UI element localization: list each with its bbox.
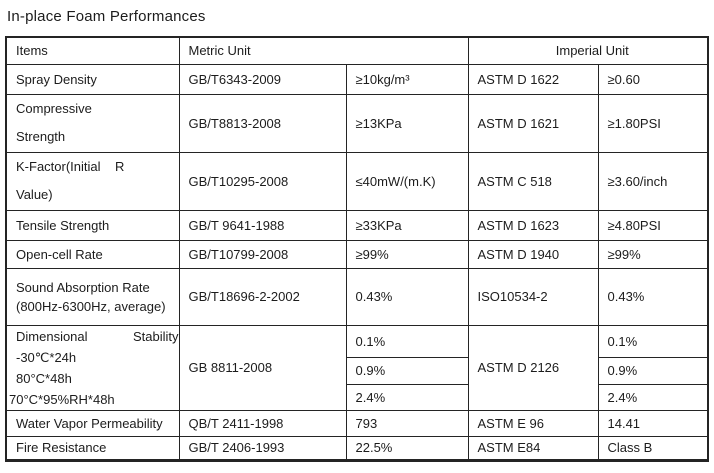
table-row: Water Vapor Permeability QB/T 2411-1998 … <box>5 409 709 437</box>
open-cell-rate-metric-value: ≥99% <box>345 239 469 269</box>
table-row: Dimensional Stability -30℃*24h 80°C*48h … <box>5 324 709 411</box>
table-row: K-Factor(Initial R Value) GB/T10295-2008… <box>5 151 709 211</box>
water-vapor-metric-value: 793 <box>345 409 469 437</box>
compressive-strength-metric-standard: GB/T8813-2008 <box>178 93 347 153</box>
foam-performance-table: Items Metric Unit Imperial Unit Spray De… <box>5 36 709 462</box>
tensile-strength-imperial-standard: ASTM D 1623 <box>467 209 599 241</box>
dimensional-imperial-value-3: 2.4% <box>597 383 709 411</box>
sound-absorption-metric-value: 0.43% <box>345 267 469 326</box>
page-title: In-place Foam Performances <box>7 8 206 25</box>
dimensional-stability-item: Dimensional Stability -30℃*24h 80°C*48h … <box>5 324 180 411</box>
dimensional-condition-2: 80°C*48h <box>16 370 72 386</box>
open-cell-rate-metric-standard: GB/T10799-2008 <box>178 239 347 269</box>
header-metric-unit: Metric Unit <box>178 36 469 65</box>
sound-absorption-imperial-standard: ISO10534-2 <box>467 267 599 326</box>
compressive-strength-metric-value: ≥13KPa <box>345 93 469 153</box>
water-vapor-imperial-standard: ASTM E 96 <box>467 409 599 437</box>
table-row: Spray Density GB/T6343-2009 ≥10kg/m³ AST… <box>5 63 709 95</box>
open-cell-rate-imperial-value: ≥99% <box>597 239 709 269</box>
compressive-strength-imperial-standard: ASTM D 1621 <box>467 93 599 153</box>
k-factor-metric-value: ≤40mW/(m.K) <box>345 151 469 211</box>
fire-resistance-imperial-value: Class B <box>597 435 709 461</box>
fire-resistance-item: Fire Resistance <box>5 435 180 461</box>
spray-density-imperial-standard: ASTM D 1622 <box>467 63 599 95</box>
spray-density-imperial-value: ≥0.60 <box>597 63 709 95</box>
water-vapor-item: Water Vapor Permeability <box>5 409 180 437</box>
dimensional-imperial-standard: ASTM D 2126 <box>467 324 599 411</box>
k-factor-item: K-Factor(Initial R Value) <box>5 151 180 211</box>
table-row: 0.9% 0.9% <box>6 356 709 385</box>
sound-absorption-imperial-value: 0.43% <box>597 267 709 326</box>
table-row: Open-cell Rate GB/T10799-2008 ≥99% ASTM … <box>5 239 709 269</box>
spray-density-metric-value: ≥10kg/m³ <box>345 63 469 95</box>
spray-density-item: Spray Density <box>5 63 180 95</box>
tensile-strength-metric-standard: GB/T 9641-1988 <box>178 209 347 241</box>
open-cell-rate-item: Open-cell Rate <box>5 239 180 269</box>
compressive-strength-imperial-value: ≥1.80PSI <box>597 93 709 153</box>
k-factor-imperial-value: ≥3.60/inch <box>597 151 709 211</box>
dimensional-condition-1: -30℃*24h <box>16 349 77 365</box>
k-factor-metric-standard: GB/T10295-2008 <box>178 151 347 211</box>
tensile-strength-item: Tensile Strength <box>5 209 180 241</box>
header-imperial-unit: Imperial Unit <box>467 36 709 65</box>
tensile-strength-metric-value: ≥33KPa <box>345 209 469 241</box>
table-row: Fire Resistance GB/T 2406-1993 22.5% AST… <box>5 435 709 461</box>
header-items: Items <box>5 36 180 65</box>
table-row: Compressive Strength GB/T8813-2008 ≥13KP… <box>5 93 709 153</box>
dimensional-metric-value-2: 0.9% <box>345 356 469 385</box>
dimensional-metric-value-1: 0.1% <box>345 324 469 358</box>
table-header-row: Items Metric Unit Imperial Unit <box>5 36 709 65</box>
dimensional-imperial-value-2: 0.9% <box>597 356 709 385</box>
water-vapor-imperial-value: 14.41 <box>597 409 709 437</box>
sound-absorption-metric-standard: GB/T18696-2-2002 <box>178 267 347 326</box>
fire-resistance-imperial-standard: ASTM E84 <box>467 435 599 461</box>
fire-resistance-metric-standard: GB/T 2406-1993 <box>178 435 347 461</box>
water-vapor-metric-standard: QB/T 2411-1998 <box>178 409 347 437</box>
fire-resistance-metric-value: 22.5% <box>345 435 469 461</box>
spray-density-metric-standard: GB/T6343-2009 <box>178 63 347 95</box>
table-row: Tensile Strength GB/T 9641-1988 ≥33KPa A… <box>5 209 709 241</box>
table-row: Sound Absorption Rate (800Hz-6300Hz, ave… <box>5 267 709 326</box>
dimensional-imperial-value-1: 0.1% <box>597 324 709 358</box>
dimensional-condition-3: 70°C*95%RH*48h <box>9 391 115 407</box>
tensile-strength-imperial-value: ≥4.80PSI <box>597 209 709 241</box>
open-cell-rate-imperial-standard: ASTM D 1940 <box>467 239 599 269</box>
table-row: 2.4% 2.4% <box>6 383 709 411</box>
sound-absorption-item: Sound Absorption Rate (800Hz-6300Hz, ave… <box>5 267 180 326</box>
dimensional-metric-value-3: 2.4% <box>345 383 469 411</box>
dimensional-metric-standard: GB 8811-2008 <box>178 324 347 411</box>
dimensional-stability-title: Dimensional Stability <box>16 328 179 344</box>
k-factor-imperial-standard: ASTM C 518 <box>467 151 599 211</box>
compressive-strength-item: Compressive Strength <box>5 93 180 153</box>
